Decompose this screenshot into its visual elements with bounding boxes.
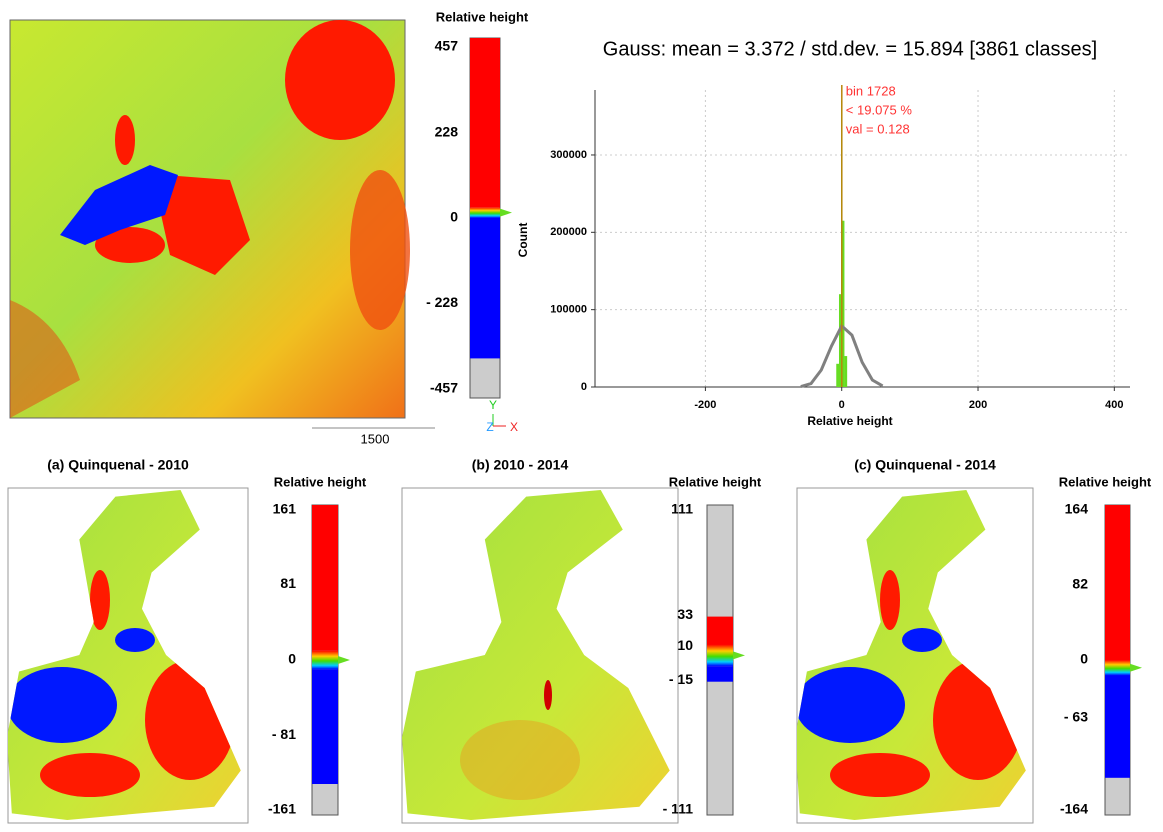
colorbar-gradient — [1105, 660, 1130, 676]
colorbar-gradient — [312, 650, 338, 670]
marker-label: bin 1728 — [846, 83, 896, 98]
axis-glyph: Y Z X — [486, 398, 518, 434]
x-axis-label: Relative height — [807, 414, 892, 428]
colorbar-red — [707, 616, 733, 645]
colorbar-title: Relative height — [669, 474, 762, 489]
bar — [842, 220, 845, 387]
colorbar-tick-label: 82 — [1072, 576, 1088, 592]
colorbar-pointer — [500, 208, 512, 217]
colorbar-tick-label: 81 — [280, 575, 296, 591]
x-tick-label: 200 — [969, 399, 987, 411]
scale-label: 1500 — [361, 431, 390, 446]
axis-z: Z — [486, 420, 493, 434]
colorbar-blue — [707, 666, 733, 682]
colorbar-gradient — [470, 207, 500, 218]
colorbar-tick-label: 0 — [450, 209, 458, 225]
colorbar-tick-label: -164 — [1060, 801, 1088, 817]
colorbar-tick-label: - 228 — [426, 294, 458, 310]
colorbar-tick-label: 0 — [1080, 651, 1088, 667]
colorbar-blue — [1105, 675, 1130, 778]
colorbar-tick-label: 10 — [677, 637, 693, 653]
overview-map — [9, 19, 410, 419]
colorbar-blue — [312, 669, 338, 784]
y-axis-label: Count — [516, 223, 530, 258]
colorbar-tick-label: -457 — [430, 380, 458, 396]
colorbar-tick-label: - 63 — [1064, 708, 1088, 724]
colorbar-pointer — [1130, 663, 1142, 672]
bottom-maps — [7, 487, 1034, 824]
x-tick-label: 400 — [1105, 399, 1123, 411]
colorbar-title: Relative height — [1059, 474, 1152, 489]
colorbar-title: Relative height — [436, 9, 529, 24]
panel-title: (c) Quinquenal - 2014 — [854, 457, 996, 473]
colorbar-red — [312, 505, 338, 651]
colorbar-red — [1105, 505, 1130, 660]
colorbar-gradient — [707, 644, 733, 667]
x-tick-label: -200 — [694, 399, 716, 411]
chart-title: Gauss: mean = 3.372 / std.dev. = 15.894 … — [603, 38, 1097, 60]
x-tick-label: 0 — [839, 399, 845, 411]
colorbar-red — [470, 38, 500, 208]
colorbar-tick-label: -161 — [268, 801, 296, 817]
colorbar-tick-label: 228 — [435, 123, 459, 139]
bar — [836, 363, 839, 387]
colorbar-blue — [470, 218, 500, 359]
bar — [844, 356, 848, 387]
y-tick-label: 0 — [581, 381, 587, 393]
colorbar-tick-label: - 81 — [272, 726, 296, 742]
marker-label: val = 0.128 — [846, 121, 910, 136]
y-tick-label: 300000 — [550, 149, 587, 161]
colorbar-tick-label: 457 — [435, 38, 459, 54]
colorbar-tick-label: 161 — [273, 501, 297, 517]
colorbar-tick-label: 33 — [677, 606, 693, 622]
axis-x: X — [510, 420, 518, 434]
y-tick-label: 200000 — [550, 226, 587, 238]
marker-label: < 19.075 % — [846, 102, 913, 117]
colorbar-tick-label: - 111 — [663, 801, 694, 817]
panel-title: (a) Quinquenal - 2010 — [47, 457, 189, 473]
axis-y: Y — [489, 398, 497, 412]
panel-title: (b) 2010 - 2014 — [472, 457, 569, 473]
colorbar-tick-label: - 15 — [669, 671, 693, 687]
y-tick-label: 100000 — [550, 304, 587, 316]
colorbar-pointer — [733, 651, 745, 660]
colorbar-tick-label: 111 — [671, 501, 693, 517]
bar — [838, 294, 842, 387]
colorbar-tick-label: 164 — [1065, 501, 1089, 517]
colorbar-tick-label: 0 — [288, 651, 296, 667]
colorbar-title: Relative height — [274, 474, 367, 489]
colorbar-pointer — [338, 656, 350, 664]
